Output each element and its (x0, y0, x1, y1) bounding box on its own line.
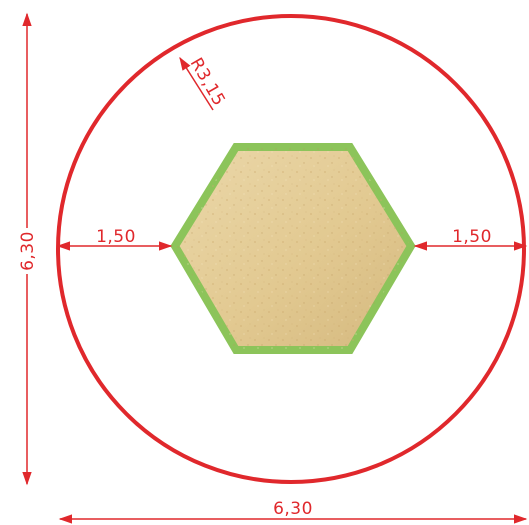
radius-dimension: R3,15 (179, 55, 229, 111)
hexagon (170, 143, 416, 354)
vertical-diameter-dimension: 6,30 (14, 12, 40, 486)
left-gap-dimension: 1,50 (56, 227, 173, 251)
right-gap-dimension: 1,50 (413, 227, 528, 251)
horizontal-diameter-label: 6,30 (273, 499, 313, 519)
right-gap-label: 1,50 (452, 227, 492, 247)
radius-leader-line (179, 56, 214, 111)
radius-label: R3,15 (186, 55, 229, 110)
horizontal-diameter-dimension: 6,30 (58, 499, 528, 524)
hexagon-texture (175, 147, 411, 350)
left-gap-label: 1,50 (96, 227, 136, 247)
vertical-diameter-label: 6,30 (18, 231, 38, 271)
